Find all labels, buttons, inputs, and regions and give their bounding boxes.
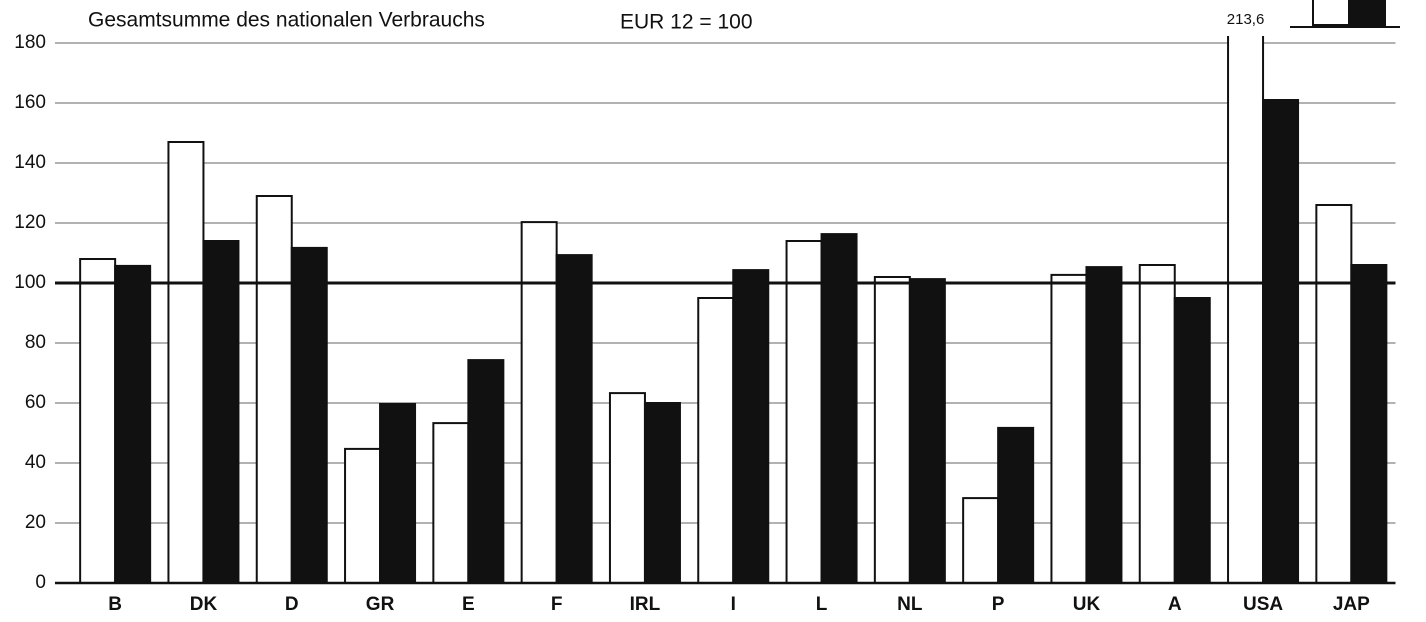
x-tick-label: L	[816, 594, 828, 615]
bar	[202, 240, 240, 584]
x-tick-label: P	[992, 594, 1005, 615]
bar	[643, 402, 681, 584]
bar	[1262, 99, 1300, 584]
bar	[1085, 266, 1123, 584]
value-label: 213,6	[1227, 11, 1265, 28]
x-tick-label: F	[551, 594, 563, 615]
legend-swatch	[1312, 0, 1350, 26]
bar	[873, 276, 911, 584]
y-tick-label: 180	[14, 32, 46, 53]
y-tick-label: 80	[25, 332, 46, 353]
bar	[1315, 204, 1353, 584]
bar	[167, 141, 205, 584]
bar	[1138, 264, 1176, 584]
x-tick-label: USA	[1243, 594, 1283, 615]
x-tick-label: D	[285, 594, 299, 615]
y-tick-label: 20	[25, 512, 46, 533]
x-tick-label: A	[1168, 594, 1182, 615]
bar	[608, 392, 646, 584]
y-tick-label: 160	[14, 92, 46, 113]
bar	[379, 402, 417, 584]
bar	[79, 258, 117, 584]
bar	[785, 240, 823, 584]
bar	[908, 278, 946, 584]
bar	[114, 264, 152, 584]
y-tick-label: 100	[14, 272, 46, 293]
bar	[555, 254, 593, 584]
x-tick-label: GR	[366, 594, 395, 615]
chart-subtitle: EUR 12 = 100	[620, 11, 753, 34]
bar	[344, 447, 382, 584]
bar	[1173, 297, 1211, 584]
x-tick-label: DK	[190, 594, 218, 615]
bar	[1050, 273, 1088, 584]
x-tick-label: JAP	[1333, 594, 1370, 615]
x-tick-label: IRL	[630, 594, 661, 615]
y-tick-label: 40	[25, 452, 46, 473]
bar	[432, 422, 470, 584]
bar	[467, 359, 505, 584]
x-tick-label: B	[108, 594, 122, 615]
chart-title: Gesamtsumme des nationalen Verbrauchs	[88, 9, 485, 32]
y-tick-label: 60	[25, 392, 46, 413]
x-tick-label: I	[731, 594, 736, 615]
bar	[820, 233, 858, 584]
x-tick-label: UK	[1073, 594, 1101, 615]
y-tick-label: 0	[35, 572, 46, 593]
bar	[290, 246, 328, 584]
bar	[1227, 36, 1265, 584]
bar	[520, 221, 558, 584]
bar	[962, 497, 1000, 585]
bar	[997, 426, 1035, 584]
bar	[255, 195, 293, 584]
bar	[732, 269, 770, 584]
y-tick-label: 140	[14, 152, 46, 173]
x-tick-label: E	[462, 594, 475, 615]
y-tick-label: 120	[14, 212, 46, 233]
legend	[1312, 0, 1386, 26]
bar	[1350, 264, 1388, 584]
legend-swatch	[1348, 0, 1386, 26]
x-tick-label: NL	[897, 594, 923, 615]
bar	[697, 297, 735, 584]
bars	[79, 36, 1388, 585]
